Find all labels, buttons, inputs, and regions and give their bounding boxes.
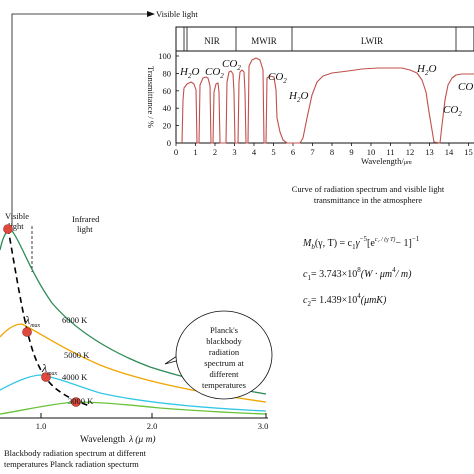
visible-light-region-label-line2: light	[8, 221, 24, 231]
formula-c1: c1= 3.743×108(W · μm4/ m)	[303, 266, 412, 282]
peak-dot-5000k	[22, 327, 32, 337]
infrared-region-label-line1: Infrared	[72, 214, 100, 224]
visible-light-arrowhead	[147, 11, 155, 17]
visible-light-region-label-line1: Visible	[5, 211, 29, 221]
planck-formulas: Mb(γ, T) = c1γ−5[ec₂ / (γ T)− 1]−1 c1= 3…	[302, 235, 420, 308]
transmittance-y-tick-label: 100	[158, 51, 171, 61]
bubble-line-5: different	[209, 369, 239, 379]
bubble-line-6: temperatures	[202, 380, 246, 390]
transmittance-caption-line2: transmittance in the atmosphere	[314, 195, 423, 205]
peak-dot-4000k	[41, 372, 51, 382]
planck-chart: Visible light Infrared light λmax λmax 6…	[0, 211, 273, 469]
molecule-label-co2-3: CO2	[268, 71, 287, 85]
planck-tick-label-3: 3.0	[258, 421, 269, 431]
curve-5000k	[0, 323, 267, 403]
transmittance-chart: Visible light NIR MWIR LWIR 0 1 2 3 4 5 6 7 8 9 10…	[11, 9, 474, 226]
planck-annotation-bubble: Planck's blackbody radiation spectrum at…	[164, 310, 273, 400]
transmittance-x-tick-label: 9	[349, 147, 353, 157]
formula-planck-law: Mb(γ, T) = c1γ−5[ec₂ / (γ T)− 1]−1	[302, 235, 420, 251]
bubble-line-1: Planck's	[210, 325, 238, 335]
transmittance-y-tick-label: 80	[163, 68, 172, 78]
transmittance-x-tick-label: 6	[291, 147, 295, 157]
infrared-region-label-line2: light	[77, 224, 93, 234]
planck-tick-label-1: 1.0	[36, 421, 47, 431]
transmittance-x-tick-label: 7	[310, 147, 314, 157]
planck-tick-label-2: 2.0	[147, 421, 158, 431]
bubble-line-3: radiation	[209, 347, 240, 357]
transmittance-x-tick-label: 1	[193, 147, 197, 157]
transmittance-x-tick-label: 10	[367, 147, 376, 157]
transmittance-y-axis-label: Transmittance / %	[146, 66, 156, 128]
band-label-nir: NIR	[204, 36, 220, 46]
transmittance-y-tick-label: 40	[163, 103, 172, 113]
temperature-label-4000k: 4000 K	[62, 372, 88, 382]
wien-displacement-curve	[7, 227, 91, 407]
formula-c2: c2= 1.439×104(μmK)	[303, 292, 387, 308]
curve-4000k	[0, 374, 267, 412]
molecule-label-h2o-3: H2O	[416, 63, 436, 77]
transmittance-y-tick-label: 0	[167, 138, 171, 148]
transmittance-x-tick-label: 12	[406, 147, 415, 157]
transmittance-x-tick-label: 0	[174, 147, 178, 157]
bubble-shape	[175, 310, 273, 400]
transmittance-x-tick-label: 15	[464, 147, 473, 157]
transmittance-x-tick-label: 8	[330, 147, 334, 157]
curve-3000k	[0, 401, 267, 415]
visible-light-label: Visible light	[156, 9, 198, 19]
band-label-mwir: MWIR	[251, 36, 277, 46]
transmittance-x-tick-label: 4	[252, 147, 257, 157]
transmittance-x-tick-label: 5	[271, 147, 275, 157]
molecule-label-co2-1: CO2	[205, 66, 224, 80]
molecule-label-h2o-1: H2O	[179, 66, 199, 80]
transmittance-x-tick-label: 2	[213, 147, 217, 157]
planck-x-axis-label: Wavelength λ (μ m)	[80, 434, 156, 445]
transmittance-x-tick-label: 3	[232, 147, 236, 157]
bubble-line-4: spectrum at	[204, 358, 244, 368]
transmittance-curve	[181, 57, 474, 144]
molecule-label-h2o-2: H2O	[288, 90, 308, 104]
band-strip	[175, 26, 474, 52]
transmittance-x-axis-label: Wavelength/μm	[361, 156, 412, 166]
bubble-line-2: blackbody	[206, 336, 242, 346]
temperature-label-3000k: 3000 K	[68, 396, 94, 406]
lambda-max-label-1: λmax	[24, 313, 41, 329]
peak-dot-3000k	[71, 397, 81, 407]
visible-light-leader-line	[11, 13, 152, 226]
planck-caption-line2: temperatures Planck radiation specturm	[4, 459, 139, 469]
transmittance-x-tick-label: 13	[425, 147, 434, 157]
temperature-label-5000k: 5000 K	[64, 350, 90, 360]
molecule-label-co2-4: CO2	[443, 104, 462, 118]
lambda-max-label-2: λmax	[41, 361, 58, 377]
transmittance-x-tick-label: 14	[445, 147, 454, 157]
transmittance-caption-line1: Curve of radiation spectrum and visible …	[292, 184, 445, 194]
molecule-label-co-edge: CO	[458, 81, 473, 93]
molecule-label-co2-2: CO2	[222, 58, 241, 72]
temperature-label-6000k: 6000 K	[62, 315, 88, 325]
planck-caption-line1: Blackbody radiation spectrum at differen…	[4, 448, 147, 458]
peak-dot-6000k	[3, 224, 13, 234]
transmittance-y-tick-label: 20	[163, 121, 172, 131]
transmittance-y-tick-label: 60	[163, 86, 172, 96]
band-label-lwir: LWIR	[361, 36, 383, 46]
transmittance-x-tick-label: 11	[386, 147, 394, 157]
